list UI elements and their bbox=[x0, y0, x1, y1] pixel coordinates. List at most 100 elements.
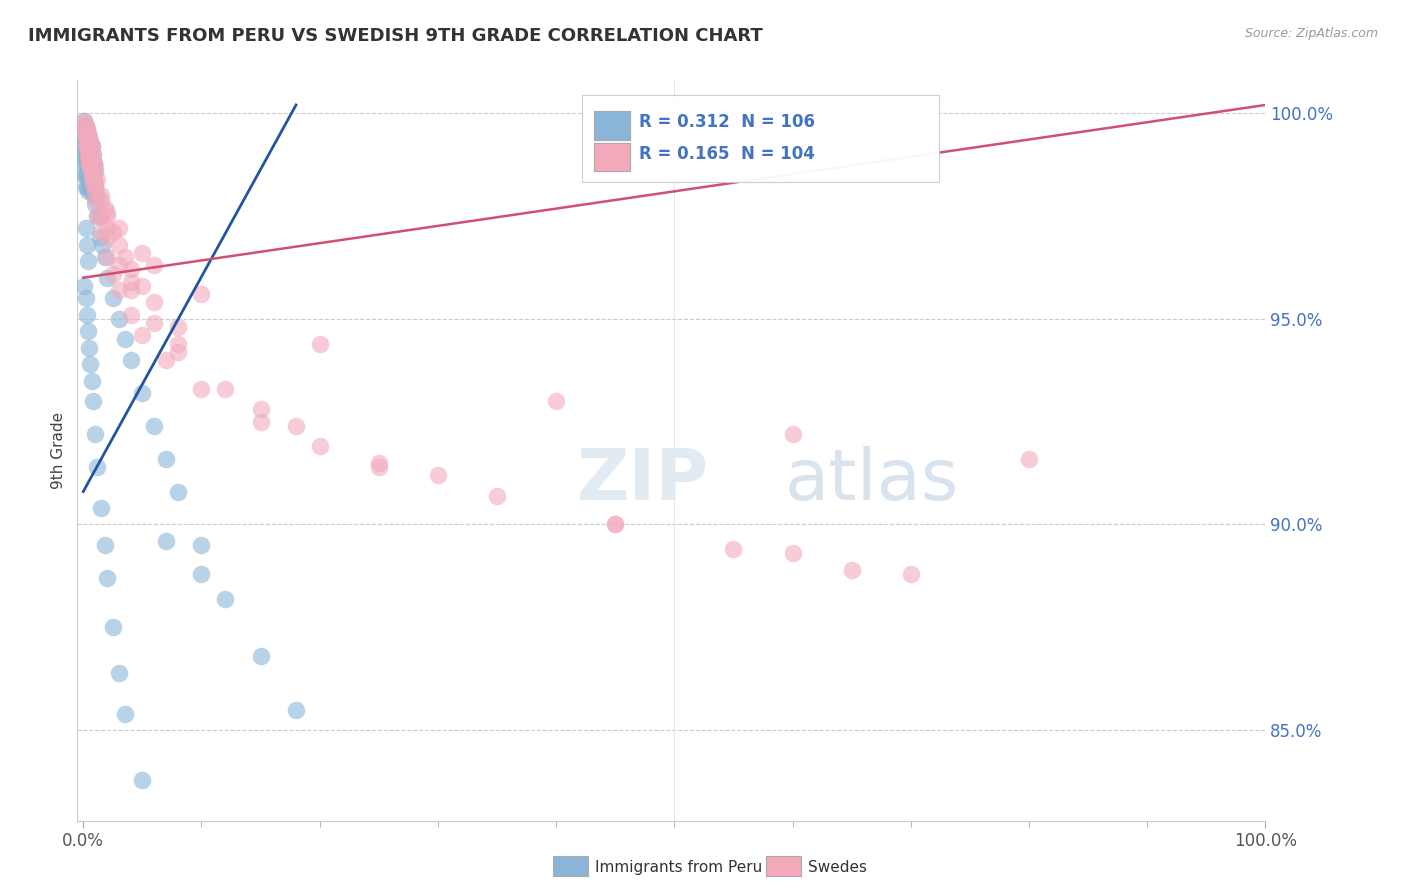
Point bbox=[782, 427, 804, 442]
Point bbox=[80, 168, 103, 182]
Point bbox=[76, 168, 98, 182]
Point bbox=[77, 143, 100, 157]
Point bbox=[75, 168, 97, 182]
Point bbox=[107, 311, 129, 326]
Point bbox=[80, 139, 103, 153]
Point bbox=[86, 209, 108, 223]
Point bbox=[77, 127, 100, 141]
Point bbox=[84, 176, 107, 190]
Point bbox=[73, 119, 96, 133]
Point bbox=[107, 258, 129, 272]
Point bbox=[1018, 451, 1040, 466]
Point bbox=[76, 139, 98, 153]
Point bbox=[367, 459, 389, 474]
Point bbox=[73, 122, 96, 136]
Text: Source: ZipAtlas.com: Source: ZipAtlas.com bbox=[1244, 27, 1378, 40]
Point bbox=[96, 571, 118, 585]
Point bbox=[75, 291, 97, 305]
Point bbox=[77, 135, 100, 149]
Point bbox=[73, 147, 96, 161]
Point bbox=[114, 332, 136, 346]
Point bbox=[367, 456, 389, 470]
Point bbox=[166, 344, 188, 359]
Point bbox=[73, 155, 96, 169]
Point bbox=[90, 188, 112, 202]
Point bbox=[77, 324, 100, 338]
Point bbox=[107, 221, 129, 235]
Point bbox=[76, 122, 98, 136]
Point bbox=[83, 155, 105, 169]
Point bbox=[82, 394, 104, 409]
Point bbox=[77, 155, 100, 169]
Point bbox=[77, 139, 100, 153]
Point bbox=[166, 336, 188, 351]
Point bbox=[249, 415, 271, 429]
Point bbox=[77, 160, 100, 174]
Point bbox=[76, 180, 98, 194]
Point bbox=[546, 394, 568, 409]
Point bbox=[131, 385, 153, 400]
Point bbox=[93, 538, 115, 552]
Point bbox=[89, 229, 111, 244]
Text: R = 0.312  N = 106: R = 0.312 N = 106 bbox=[640, 113, 815, 131]
Point bbox=[79, 155, 101, 169]
Point bbox=[120, 353, 142, 368]
Point bbox=[86, 459, 108, 474]
Point bbox=[214, 382, 236, 396]
Text: ZIP: ZIP bbox=[576, 446, 709, 515]
Point bbox=[90, 209, 112, 223]
Point bbox=[75, 122, 97, 136]
Point bbox=[131, 772, 153, 787]
Point bbox=[79, 357, 101, 371]
Point bbox=[82, 147, 104, 161]
Point bbox=[96, 221, 118, 235]
Point bbox=[82, 168, 104, 182]
Point bbox=[143, 418, 166, 433]
Y-axis label: 9th Grade: 9th Grade bbox=[51, 412, 66, 489]
Point bbox=[73, 114, 96, 128]
Text: Swedes: Swedes bbox=[808, 860, 868, 874]
Point bbox=[79, 180, 101, 194]
Point bbox=[84, 427, 107, 442]
Point bbox=[107, 665, 129, 680]
Point bbox=[214, 591, 236, 606]
Point bbox=[90, 226, 112, 240]
Point bbox=[131, 279, 153, 293]
Point bbox=[80, 184, 103, 198]
Point bbox=[900, 566, 922, 581]
Point bbox=[75, 119, 97, 133]
Point bbox=[93, 201, 115, 215]
Point bbox=[76, 131, 98, 145]
Text: IMMIGRANTS FROM PERU VS SWEDISH 9TH GRADE CORRELATION CHART: IMMIGRANTS FROM PERU VS SWEDISH 9TH GRAD… bbox=[28, 27, 763, 45]
FancyBboxPatch shape bbox=[595, 144, 630, 171]
Point bbox=[190, 566, 212, 581]
Point bbox=[80, 139, 103, 153]
Point bbox=[82, 147, 104, 161]
Point bbox=[77, 168, 100, 182]
Point bbox=[83, 155, 105, 169]
Point bbox=[101, 620, 124, 634]
Point bbox=[77, 135, 100, 149]
Point bbox=[84, 180, 107, 194]
Point bbox=[86, 209, 108, 223]
Text: atlas: atlas bbox=[785, 446, 959, 515]
Point bbox=[77, 180, 100, 194]
Point bbox=[83, 172, 105, 186]
Point bbox=[96, 229, 118, 244]
Point bbox=[190, 382, 212, 396]
Point bbox=[79, 160, 101, 174]
Point bbox=[114, 250, 136, 264]
Point bbox=[76, 131, 98, 145]
Point bbox=[605, 517, 627, 532]
Point bbox=[782, 546, 804, 560]
Point bbox=[285, 418, 308, 433]
FancyBboxPatch shape bbox=[582, 95, 939, 183]
Point bbox=[84, 163, 107, 178]
Point bbox=[96, 250, 118, 264]
Point bbox=[75, 147, 97, 161]
Point bbox=[73, 279, 96, 293]
Point bbox=[77, 139, 100, 153]
Point bbox=[82, 172, 104, 186]
Point bbox=[73, 143, 96, 157]
Point bbox=[73, 122, 96, 136]
